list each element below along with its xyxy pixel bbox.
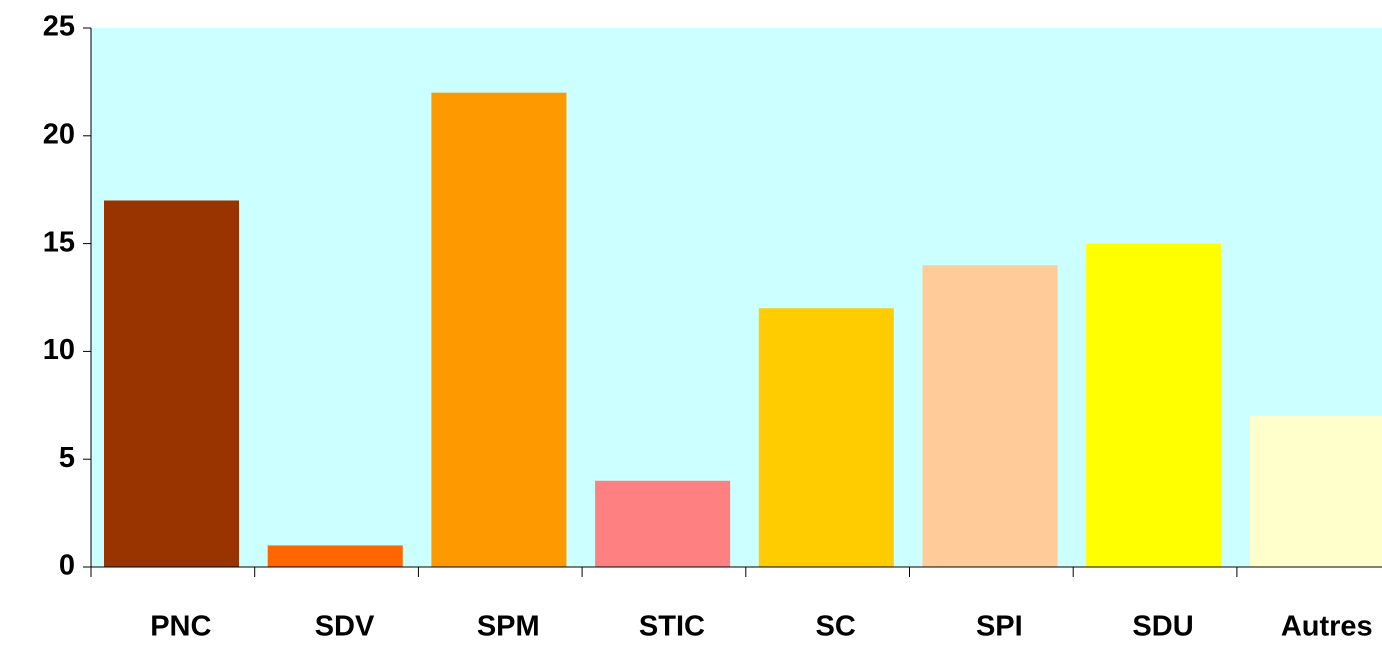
bar <box>267 545 403 567</box>
y-tick-label: 0 <box>59 550 75 582</box>
x-tick-label: SPI <box>976 611 1023 643</box>
bar <box>922 265 1058 567</box>
bar <box>1086 243 1222 567</box>
bar <box>431 92 567 568</box>
bar <box>104 200 240 568</box>
y-tick-label: 5 <box>59 442 75 474</box>
y-tick-label: 15 <box>43 226 75 258</box>
x-tick-label: PNC <box>150 611 211 643</box>
bar <box>1249 416 1382 567</box>
y-tick-label: 10 <box>43 334 75 366</box>
x-tick-label: SDV <box>315 611 375 643</box>
bar <box>595 480 731 567</box>
x-tick-label: SPM <box>477 611 540 643</box>
y-tick-label: 25 <box>43 11 75 43</box>
y-tick-label: 20 <box>43 118 75 150</box>
x-tick-label: STIC <box>639 611 705 643</box>
x-tick-label: SDU <box>1132 611 1193 643</box>
x-tick-label: SC <box>816 611 856 643</box>
bar <box>758 308 894 567</box>
x-tick-label: Autres <box>1281 611 1373 643</box>
